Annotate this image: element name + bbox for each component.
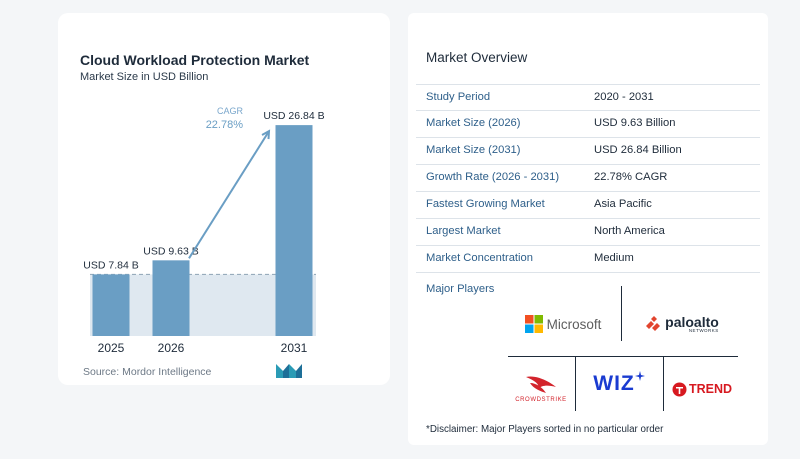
data-label-2031: USD 26.84 B xyxy=(263,110,324,122)
bar-2025 xyxy=(92,274,130,336)
overview-value: USD 26.84 Billion xyxy=(594,144,682,156)
overview-label: Largest Market xyxy=(426,225,501,237)
data-label-2026: USD 9.63 B xyxy=(143,245,198,257)
trend-micro-logo: TREND xyxy=(666,374,738,404)
crowdstrike-falcon-icon xyxy=(526,376,556,393)
crowdstrike-label: CROWDSTRIKE xyxy=(515,397,567,403)
microsoft-logo: Microsoft xyxy=(510,310,616,338)
overview-title: Market Overview xyxy=(426,50,528,65)
mordor-logo-icon xyxy=(276,364,302,378)
overview-label: Fastest Growing Market xyxy=(426,198,545,210)
x-tick-2025: 2025 xyxy=(98,341,125,355)
data-label-2025: USD 7.84 B xyxy=(83,259,138,271)
divider xyxy=(508,356,738,357)
market-overview-card: Market Overview Study Period 2020 - 2031… xyxy=(408,13,768,445)
cagr-value: 22.78% xyxy=(206,119,244,131)
overview-label: Market Size (2031) xyxy=(426,144,521,156)
major-players-title: Major Players xyxy=(426,283,495,295)
paloalto-label: paloalto xyxy=(665,313,719,330)
paloalto-sub-label: NETWORKS xyxy=(688,327,719,333)
wiz-label: WIZ xyxy=(593,372,635,395)
paloalto-logo: paloalto NETWORKS xyxy=(628,308,736,340)
wiz-logo: WIZ xyxy=(578,366,660,402)
overview-label: Market Concentration xyxy=(426,252,533,264)
microsoft-label: Microsoft xyxy=(546,316,602,332)
bar-chart: USD 7.84 B 2025 USD 9.63 B 2026 USD 26.84 B 2… xyxy=(83,106,324,355)
overview-row-growth-rate: Growth Rate (2026 - 2031) 22.78% CAGR xyxy=(416,165,760,192)
overview-value: 2020 - 2031 xyxy=(594,91,654,103)
overview-row-fastest-growing: Fastest Growing Market Asia Pacific xyxy=(416,192,760,219)
x-tick-2026: 2026 xyxy=(158,341,185,355)
paloalto-mark-icon xyxy=(646,315,661,331)
chart-subtitle: Market Size in USD Billion xyxy=(80,71,209,83)
overview-label: Market Size (2026) xyxy=(426,117,521,129)
divider xyxy=(575,356,576,411)
cagr-label: CAGR xyxy=(217,106,244,116)
overview-table: Study Period 2020 - 2031 Market Size (20… xyxy=(416,84,760,273)
cagr-arrow-head-icon xyxy=(261,129,271,140)
crowdstrike-logo: CROWDSTRIKE xyxy=(510,366,572,410)
trend-micro-ball-icon xyxy=(672,382,687,396)
chart-title: Cloud Workload Protection Market xyxy=(80,52,310,68)
divider xyxy=(621,286,622,341)
overview-value: Medium xyxy=(594,252,634,264)
microsoft-squares-icon xyxy=(524,315,543,333)
cagr-arrow-line xyxy=(188,130,270,259)
overview-value: USD 9.63 Billion xyxy=(594,117,676,129)
overview-row-largest-market: Largest Market North America xyxy=(416,219,760,246)
disclaimer: *Disclaimer: Major Players sorted in no … xyxy=(426,424,664,435)
wiz-star-icon xyxy=(634,371,645,381)
overview-row-concentration: Market Concentration Medium xyxy=(416,246,760,273)
overview-row-market-size-2026: Market Size (2026) USD 9.63 Billion xyxy=(416,111,760,138)
overview-row-study-period: Study Period 2020 - 2031 xyxy=(416,84,760,111)
overview-value: Asia Pacific xyxy=(594,198,652,210)
overview-row-market-size-2031: Market Size (2031) USD 26.84 Billion xyxy=(416,138,760,165)
bar-2026 xyxy=(152,260,190,336)
trend-micro-label: TREND xyxy=(688,382,733,396)
source-note: Source: Mordor Intelligence xyxy=(83,366,212,378)
chart-card: USD 7.84 B 2025 USD 9.63 B 2026 USD 26.84 B 2… xyxy=(58,13,390,385)
overview-value: 22.78% CAGR xyxy=(594,171,668,183)
overview-label: Study Period xyxy=(426,91,491,103)
overview-label: Growth Rate (2026 - 2031) xyxy=(426,171,560,183)
divider xyxy=(663,356,664,411)
x-tick-2031: 2031 xyxy=(281,341,308,355)
bar-2031 xyxy=(275,125,313,336)
major-players-grid: Microsoft paloalto NETWORKS CROWDSTRIKE xyxy=(508,286,738,416)
overview-value: North America xyxy=(594,225,665,237)
